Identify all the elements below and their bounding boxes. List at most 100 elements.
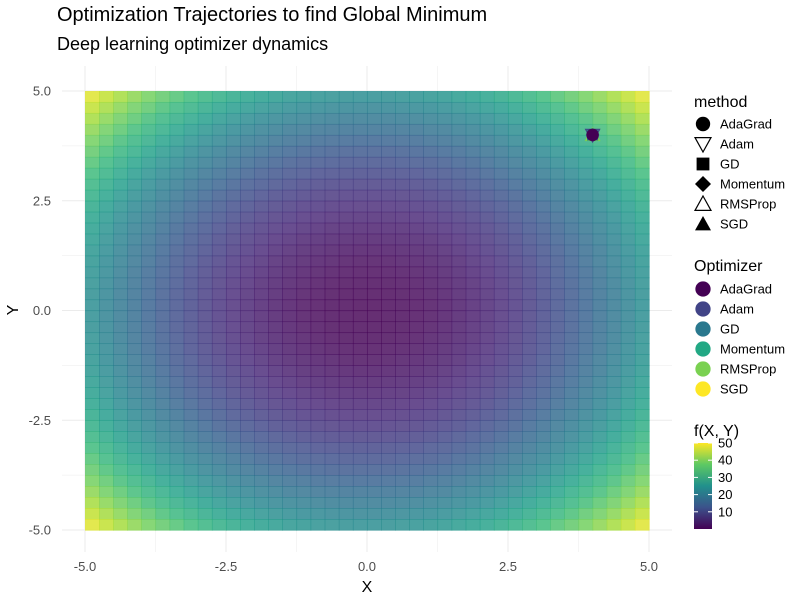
heatmap-cell xyxy=(254,123,269,136)
heatmap-cell xyxy=(367,277,382,290)
heatmap-cell xyxy=(592,266,608,279)
heatmap-cell xyxy=(423,211,439,224)
heatmap-cell xyxy=(338,475,354,487)
heatmap-cell xyxy=(324,277,340,290)
heatmap-cell xyxy=(409,321,424,334)
heatmap-cell xyxy=(141,453,157,465)
heatmap-cell xyxy=(381,222,396,235)
heatmap-cell xyxy=(282,134,298,147)
heatmap-cell xyxy=(240,123,255,136)
heatmap-cell xyxy=(578,321,594,334)
heatmap-cell xyxy=(493,497,509,509)
heatmap-cell xyxy=(479,519,495,531)
heatmap-cell xyxy=(578,486,594,498)
heatmap-cell xyxy=(141,299,157,312)
legend-optimizer-key-sgd xyxy=(695,381,711,397)
heatmap-cell xyxy=(367,398,382,410)
heatmap-cell xyxy=(226,299,241,312)
heatmap-cell xyxy=(409,200,424,213)
heatmap-cell xyxy=(352,101,368,114)
heatmap-cell xyxy=(465,497,481,509)
heatmap-cell xyxy=(240,486,255,498)
heatmap-cell xyxy=(240,508,255,520)
heatmap-cell xyxy=(352,288,368,301)
heatmap-cell xyxy=(282,233,298,246)
heatmap-cell xyxy=(620,299,636,312)
heatmap-cell xyxy=(620,508,636,520)
heatmap-cell xyxy=(479,464,495,476)
heatmap-cell xyxy=(522,310,537,323)
heatmap-cell xyxy=(409,288,424,301)
heatmap-cell xyxy=(493,409,509,421)
heatmap-cell xyxy=(395,145,410,158)
heatmap-cell xyxy=(508,387,523,399)
heatmap-cell xyxy=(493,354,509,366)
heatmap-cell xyxy=(197,255,213,268)
y-tick-label: -2.5 xyxy=(29,413,51,428)
heatmap-cell xyxy=(296,299,312,312)
heatmap-cell xyxy=(367,266,382,279)
heatmap-cell xyxy=(564,299,580,312)
heatmap-cell xyxy=(254,420,269,432)
heatmap-cell xyxy=(338,244,354,257)
heatmap-cell xyxy=(620,288,636,301)
heatmap-cell xyxy=(493,508,509,520)
heatmap-cell xyxy=(254,288,269,301)
heatmap-cell xyxy=(381,343,396,355)
heatmap-cell xyxy=(155,211,171,224)
heatmap-cell xyxy=(183,332,199,345)
heatmap-cell xyxy=(127,167,142,180)
heatmap-cell xyxy=(141,244,157,257)
heatmap-cell xyxy=(634,310,650,323)
heatmap-cell xyxy=(141,398,157,410)
heatmap-cell xyxy=(183,464,199,476)
heatmap-cell xyxy=(211,123,227,136)
heatmap-cell xyxy=(85,112,100,125)
heatmap-cell xyxy=(592,508,608,520)
heatmap-cell xyxy=(592,387,608,399)
colorbar-tick-label: 40 xyxy=(718,453,732,468)
heatmap-cell xyxy=(169,398,185,410)
heatmap-cell xyxy=(451,101,467,114)
heatmap-cell xyxy=(550,112,565,125)
heatmap-cell xyxy=(85,486,100,498)
heatmap-cell xyxy=(240,266,255,279)
heatmap-cell xyxy=(536,244,551,257)
heatmap-cell xyxy=(423,409,439,421)
heatmap-cell xyxy=(381,255,396,268)
heatmap-cell xyxy=(423,101,439,114)
heatmap-cell xyxy=(606,464,622,476)
heatmap-cell xyxy=(451,398,467,410)
heatmap-cell xyxy=(226,442,241,454)
heatmap-cell xyxy=(367,519,382,531)
heatmap-cell xyxy=(606,398,622,410)
heatmap-cell xyxy=(324,486,340,498)
heatmap-cell xyxy=(338,464,354,476)
heatmap-cell xyxy=(282,255,298,268)
heatmap-cell xyxy=(592,398,608,410)
heatmap-cell xyxy=(564,123,580,136)
heatmap-cell xyxy=(352,200,368,213)
heatmap-cell xyxy=(522,464,537,476)
heatmap-cell xyxy=(324,310,340,323)
heatmap-cell xyxy=(564,277,580,290)
heatmap-cell xyxy=(536,343,551,355)
heatmap-cell xyxy=(296,91,312,103)
heatmap-cell xyxy=(592,91,608,103)
heatmap-cell xyxy=(169,200,185,213)
heatmap-cell xyxy=(99,255,114,268)
heatmap-cell xyxy=(240,244,255,257)
heatmap-cell xyxy=(310,266,326,279)
heatmap-cell xyxy=(352,332,368,345)
heatmap-cell xyxy=(282,453,298,465)
heatmap-cell xyxy=(409,508,424,520)
heatmap-cell xyxy=(493,222,509,235)
heatmap-cell xyxy=(592,497,608,509)
heatmap-cell xyxy=(141,376,157,388)
heatmap-cell xyxy=(155,409,171,421)
heatmap-cell xyxy=(634,354,650,366)
heatmap-cell xyxy=(620,101,636,114)
heatmap-cell xyxy=(310,310,326,323)
heatmap-cell xyxy=(564,101,580,114)
